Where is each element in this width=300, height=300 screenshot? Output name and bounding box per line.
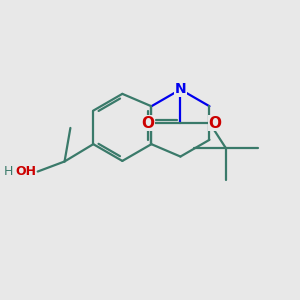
Text: H: H: [4, 165, 13, 178]
Text: N: N: [175, 82, 186, 97]
Text: O: O: [208, 116, 221, 130]
Text: O: O: [141, 116, 154, 130]
Text: OH: OH: [15, 165, 36, 178]
